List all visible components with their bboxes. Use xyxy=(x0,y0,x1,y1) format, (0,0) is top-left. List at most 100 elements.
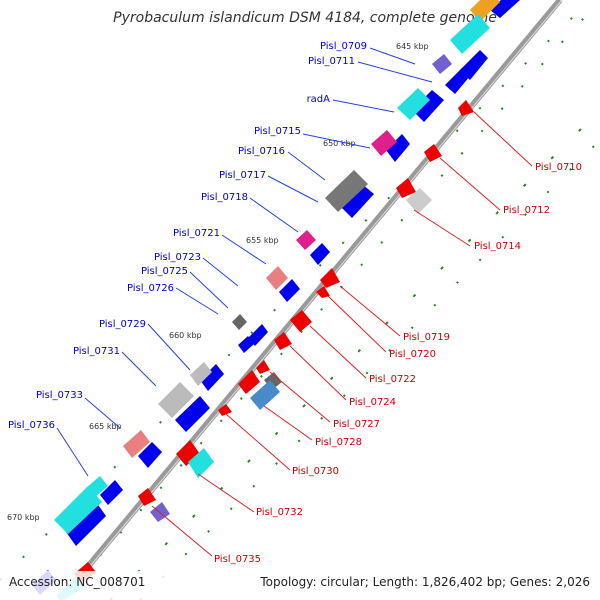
gene-label[interactable]: Pisl_0709 xyxy=(320,41,367,52)
gene-reverse[interactable] xyxy=(320,268,340,288)
gene-reverse[interactable] xyxy=(218,404,232,416)
gene-label[interactable]: Pisl_0730 xyxy=(292,466,339,477)
leader-line xyxy=(332,99,395,113)
gene-reverse[interactable] xyxy=(316,286,330,298)
gene-label[interactable]: Pisl_0720 xyxy=(389,349,436,360)
gene-forward[interactable] xyxy=(138,442,162,468)
gene-forward[interactable] xyxy=(66,502,106,546)
feature-gray[interactable] xyxy=(190,362,212,386)
reverse-genes xyxy=(138,100,474,522)
gene-label[interactable]: Pisl_0710 xyxy=(535,162,582,173)
feature-purple[interactable] xyxy=(432,54,452,74)
gene-label[interactable]: Pisl_0721 xyxy=(173,228,220,239)
left-leaders xyxy=(56,47,433,477)
gene-label[interactable]: Pisl_0719 xyxy=(403,332,450,343)
gene-reverse[interactable] xyxy=(238,370,260,394)
feature-blocks xyxy=(54,0,500,600)
gene-label[interactable]: Pisl_0735 xyxy=(214,554,261,565)
feature-pink[interactable] xyxy=(371,130,397,156)
feature-cyan[interactable] xyxy=(450,14,490,54)
gene-label[interactable]: Pisl_0726 xyxy=(127,283,174,294)
feature-cyan[interactable] xyxy=(188,448,214,478)
kbp-label: 660 kbp xyxy=(169,331,202,340)
gene-label[interactable]: Pisl_0712 xyxy=(503,205,550,216)
gene-reverse[interactable] xyxy=(176,440,200,466)
gene-reverse[interactable] xyxy=(274,332,292,350)
tick-track-inner xyxy=(59,0,600,600)
kbp-label: 655 kbp xyxy=(246,236,279,245)
leader-line xyxy=(121,351,157,387)
gene-label[interactable]: Pisl_0718 xyxy=(201,192,248,203)
gene-reverse[interactable] xyxy=(290,310,312,332)
left-gene-labels: Pisl_0709 Pisl_0711 radA Pisl_0715 Pisl_… xyxy=(8,41,367,431)
feature-cyan[interactable] xyxy=(54,486,102,534)
feature-cyan[interactable] xyxy=(397,88,430,120)
leader-line xyxy=(369,47,416,65)
gene-label[interactable]: Pisl_0732 xyxy=(256,507,303,518)
leader-line xyxy=(249,197,299,233)
leader-line xyxy=(197,473,255,513)
gene-forward[interactable] xyxy=(175,396,210,432)
leader-line xyxy=(473,111,533,167)
gene-label[interactable]: Pisl_0733 xyxy=(36,390,83,401)
gene-label[interactable]: Pisl_0717 xyxy=(219,170,266,181)
gene-label[interactable]: Pisl_0727 xyxy=(333,419,380,430)
gene-label[interactable]: Pisl_0728 xyxy=(315,437,362,448)
kbp-label: 670 kbp xyxy=(7,513,40,522)
gene-reverse[interactable] xyxy=(396,178,416,198)
right-leaders xyxy=(151,111,533,557)
genome-backbone-highlight xyxy=(61,0,563,600)
gene-forward[interactable] xyxy=(340,184,374,218)
feature-gray[interactable] xyxy=(158,382,194,418)
gene-label[interactable]: Pisl_0724 xyxy=(349,397,396,408)
leader-line xyxy=(302,133,371,149)
feature-salmon[interactable] xyxy=(266,266,288,290)
gene-label[interactable]: Pisl_0723 xyxy=(154,252,201,263)
gene-forward[interactable] xyxy=(412,90,444,122)
gene-forward[interactable] xyxy=(100,480,123,505)
gene-label[interactable]: Pisl_0711 xyxy=(308,56,355,67)
gene-forward[interactable] xyxy=(200,364,224,391)
gene-reverse[interactable] xyxy=(424,144,442,162)
feature-gray[interactable] xyxy=(325,170,368,212)
gene-forward[interactable] xyxy=(386,134,410,162)
forward-genes xyxy=(32,0,520,595)
feature-blue-gray[interactable] xyxy=(250,380,280,410)
kbp-label: 665 kbp xyxy=(89,422,122,431)
feature-gray[interactable] xyxy=(232,314,247,330)
gene-label[interactable]: radA xyxy=(307,94,331,105)
leader-line xyxy=(339,285,401,337)
leader-line xyxy=(221,234,267,265)
gene-reverse[interactable] xyxy=(138,488,156,506)
map-title: Pyrobaculum islandicum DSM 4184, complet… xyxy=(113,10,497,26)
leader-line xyxy=(267,175,319,203)
gene-reverse[interactable] xyxy=(256,360,270,374)
leader-line xyxy=(287,151,326,181)
leader-line xyxy=(151,505,213,557)
gene-forward[interactable] xyxy=(279,279,300,302)
feature-salmon[interactable] xyxy=(123,430,150,458)
leader-line xyxy=(147,323,191,371)
gene-forward[interactable] xyxy=(445,68,470,94)
gene-label[interactable]: Pisl_0736 xyxy=(8,420,55,431)
leader-line xyxy=(357,61,433,83)
gene-label[interactable]: Pisl_0716 xyxy=(238,146,285,157)
feature-pink[interactable] xyxy=(296,230,316,250)
gene-label[interactable]: Pisl_0731 xyxy=(73,346,120,357)
gene-label[interactable]: Pisl_0715 xyxy=(254,126,301,137)
gene-forward[interactable] xyxy=(310,243,330,265)
leader-line xyxy=(439,157,501,211)
gene-label[interactable]: Pisl_0729 xyxy=(99,319,146,330)
feature-gray[interactable] xyxy=(406,188,432,214)
right-gene-labels: Pisl_0710 Pisl_0712 Pisl_0714 Pisl_0719 … xyxy=(214,162,582,565)
gene-forward[interactable] xyxy=(460,50,488,80)
gene-forward[interactable] xyxy=(248,324,268,346)
gene-reverse[interactable] xyxy=(458,100,474,116)
gene-forward[interactable] xyxy=(238,336,254,353)
gene-label[interactable]: Pisl_0722 xyxy=(369,374,416,385)
gene-label[interactable]: Pisl_0714 xyxy=(474,241,521,252)
leader-line xyxy=(327,295,387,353)
gene-label[interactable]: Pisl_0725 xyxy=(141,266,188,277)
